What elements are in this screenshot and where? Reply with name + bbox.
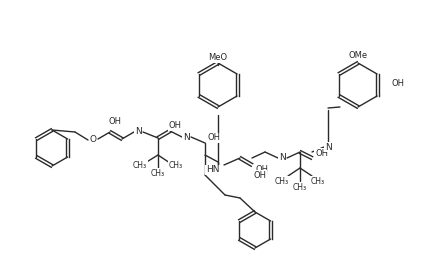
Text: CH₃: CH₃: [169, 161, 183, 169]
Text: CH₃: CH₃: [151, 168, 165, 178]
Text: OH: OH: [253, 171, 267, 179]
Text: CH₃: CH₃: [293, 182, 307, 192]
Text: O: O: [89, 134, 96, 143]
Text: CH₃: CH₃: [311, 176, 325, 186]
Text: OH: OH: [392, 79, 404, 87]
Text: OH: OH: [208, 133, 221, 143]
Text: N: N: [279, 154, 286, 162]
Text: CH₃: CH₃: [275, 176, 289, 186]
Text: N: N: [135, 128, 141, 136]
Text: OH: OH: [315, 148, 328, 158]
Text: CH₃: CH₃: [133, 161, 147, 169]
Text: OH: OH: [169, 122, 181, 130]
Text: MeO: MeO: [209, 54, 227, 62]
Text: HN: HN: [206, 165, 220, 175]
Text: N: N: [325, 143, 331, 151]
Text: OMe: OMe: [348, 51, 367, 59]
Text: N: N: [183, 133, 189, 141]
Text: OH: OH: [255, 165, 268, 175]
Text: OH: OH: [109, 118, 121, 126]
